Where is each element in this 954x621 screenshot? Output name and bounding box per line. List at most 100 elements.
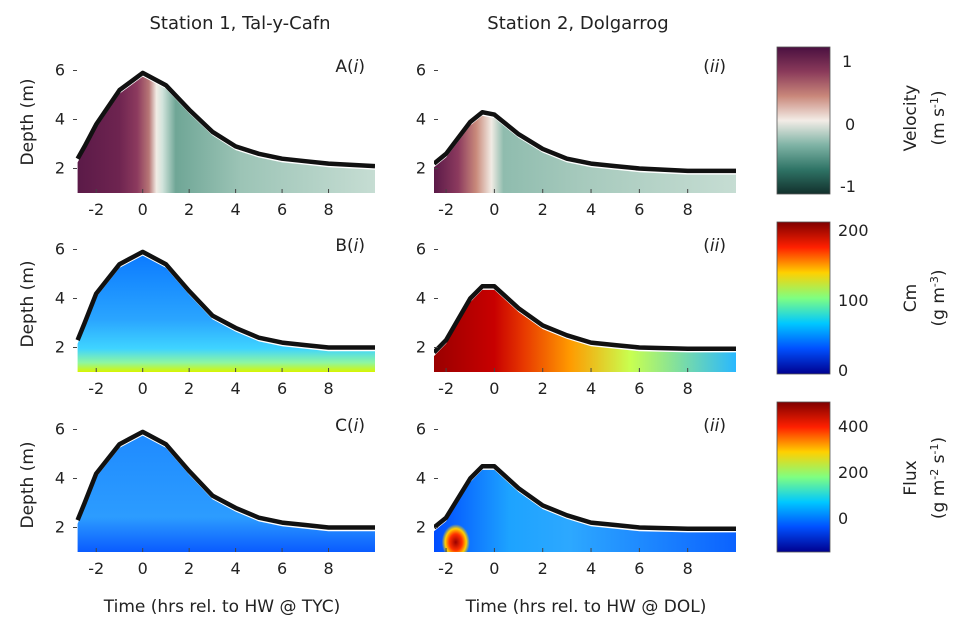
y-tick-label: 4 [416, 289, 426, 308]
flux-hotspot [441, 524, 470, 552]
x-tick-label: 2 [184, 559, 194, 578]
x-tick-label: 8 [323, 379, 333, 398]
column-title-station1: Station 1, Tal-y-Cafn [149, 13, 330, 34]
surface-depth-line [434, 109, 736, 174]
panel-A(ii): 2 4 6 -2 0 2 4 6 8 (ii) [416, 57, 736, 219]
panel-C(i): 2 4 6 -2 0 2 4 6 8 C(i) [55, 416, 375, 578]
colorbar-velocity-title: Velocity [901, 85, 921, 152]
colorbar-velocity-tick-min: -1 [840, 177, 856, 196]
y-tick-label: 6 [55, 61, 65, 80]
x-tick-label: 0 [138, 379, 148, 398]
x-tick-label: 6 [277, 559, 287, 578]
x-tick-label: 6 [634, 559, 644, 578]
x-tick-label: 2 [184, 200, 194, 219]
colorbar-cm-scale [776, 221, 831, 375]
y-tick-label: 6 [55, 240, 65, 259]
x-tick-label: 2 [538, 379, 548, 398]
panel-label: B(i) [335, 236, 365, 256]
y-tick-label: 4 [55, 289, 65, 308]
heatmap-fill [434, 289, 736, 372]
panel-label: (ii) [703, 57, 726, 77]
y-tick-label: 2 [55, 159, 65, 178]
x-tick-label: -2 [88, 379, 104, 398]
x-tick-label: 0 [489, 200, 499, 219]
heatmap-fill [77, 76, 375, 193]
x-tick-label: 6 [277, 379, 287, 398]
x-tick-label: 4 [586, 200, 596, 219]
colorbar-cm-tick-max: 200 [838, 221, 869, 240]
y-axis-label-row3: Depth (m) [18, 441, 38, 528]
colorbar-flux-tick-min: 0 [838, 509, 848, 528]
panel-A(i): 2 4 6 -2 0 2 4 6 8 A(i) [55, 57, 375, 219]
x-tick-label: -2 [88, 200, 104, 219]
panels: 246-2 0 2 4 6 8A(i)246-2 0 2 4 6 8(ii)246-2 0 2 4 6 8B(… [55, 57, 736, 578]
y-tick-label: 2 [55, 338, 65, 357]
panel-label: A(i) [335, 57, 365, 77]
surface-depth-line [75, 70, 375, 169]
x-tick-label: 8 [683, 379, 693, 398]
heatmap-fill [434, 469, 736, 552]
y-tick-label: 4 [55, 469, 65, 488]
y-tick-label: 2 [416, 338, 426, 357]
x-tick-label: 4 [231, 200, 241, 219]
x-tick-label: 4 [586, 379, 596, 398]
colorbar-flux-title: Flux [901, 460, 921, 495]
x-tick-label: 8 [323, 200, 333, 219]
y-tick-label: 6 [416, 420, 426, 439]
surface-depth-line [434, 284, 736, 354]
panel-label: C(i) [335, 416, 365, 436]
x-tick-label: 6 [634, 200, 644, 219]
x-tick-label: -2 [438, 559, 454, 578]
x-tick-label: -2 [438, 379, 454, 398]
surface-depth-line [75, 429, 375, 530]
y-tick-label: 2 [55, 518, 65, 537]
x-tick-label: 6 [634, 379, 644, 398]
colorbar-cm-tick-min: 0 [838, 361, 848, 380]
y-tick-label: 4 [416, 110, 426, 129]
colorbar-cm-title: Cm [901, 284, 921, 312]
x-tick-label: 8 [683, 559, 693, 578]
x-tick-label: 0 [489, 379, 499, 398]
surface-depth-line [434, 464, 736, 531]
y-tick-label: 6 [55, 420, 65, 439]
x-tick-label: 2 [538, 200, 548, 219]
y-axis-label-row2: Depth (m) [18, 260, 38, 347]
x-tick-label: 8 [683, 200, 693, 219]
colorbar-cm-unit: (g m-3) [928, 270, 949, 327]
y-axis-label-row1: Depth (m) [18, 78, 38, 165]
x-axis-label-station1: Time (hrs rel. to HW @ TYC) [103, 597, 340, 617]
panel-label: (ii) [703, 416, 726, 436]
colorbar-velocity-tick-max: 1 [842, 52, 852, 71]
x-tick-label: 8 [323, 559, 333, 578]
y-tick-label: 4 [55, 110, 65, 129]
x-tick-label: 0 [489, 559, 499, 578]
x-tick-label: 2 [538, 559, 548, 578]
x-tick-label: 2 [184, 379, 194, 398]
heatmap-fill [77, 255, 375, 372]
colorbar-velocity: 1 0 -1 Velocity (m s-1) [776, 46, 949, 196]
x-tick-label: 4 [231, 379, 241, 398]
colorbar-velocity-scale [776, 46, 831, 195]
colorbar-cm: 200 100 0 Cm (g m-3) [776, 221, 949, 380]
x-tick-label: 4 [586, 559, 596, 578]
x-axis-label-station2: Time (hrs rel. to HW @ DOL) [465, 597, 707, 617]
x-tick-label: -2 [88, 559, 104, 578]
y-tick-label: 6 [416, 240, 426, 259]
panel-C(ii): 2 4 6 -2 0 2 4 6 8 (ii) [416, 416, 736, 578]
y-tick-label: 2 [416, 518, 426, 537]
colorbar-cm-tick-mid: 100 [838, 291, 869, 310]
colorbar-velocity-unit: (m s-1) [928, 90, 949, 145]
x-tick-label: -2 [438, 200, 454, 219]
panel-B(ii): 2 4 6 -2 0 2 4 6 8 (ii) [416, 236, 736, 398]
x-tick-label: 0 [138, 200, 148, 219]
colorbar-flux-tick-mid: 200 [838, 463, 869, 482]
colorbar-flux-tick-max: 400 [838, 417, 869, 436]
column-title-station2: Station 2, Dolgarrog [487, 13, 668, 34]
x-tick-label: 6 [277, 200, 287, 219]
surface-depth-line [75, 249, 375, 350]
x-tick-label: 4 [231, 559, 241, 578]
colorbar-flux-unit: (g m-2 s-1) [928, 437, 949, 519]
heatmap-fill [434, 115, 736, 193]
y-tick-label: 6 [416, 61, 426, 80]
